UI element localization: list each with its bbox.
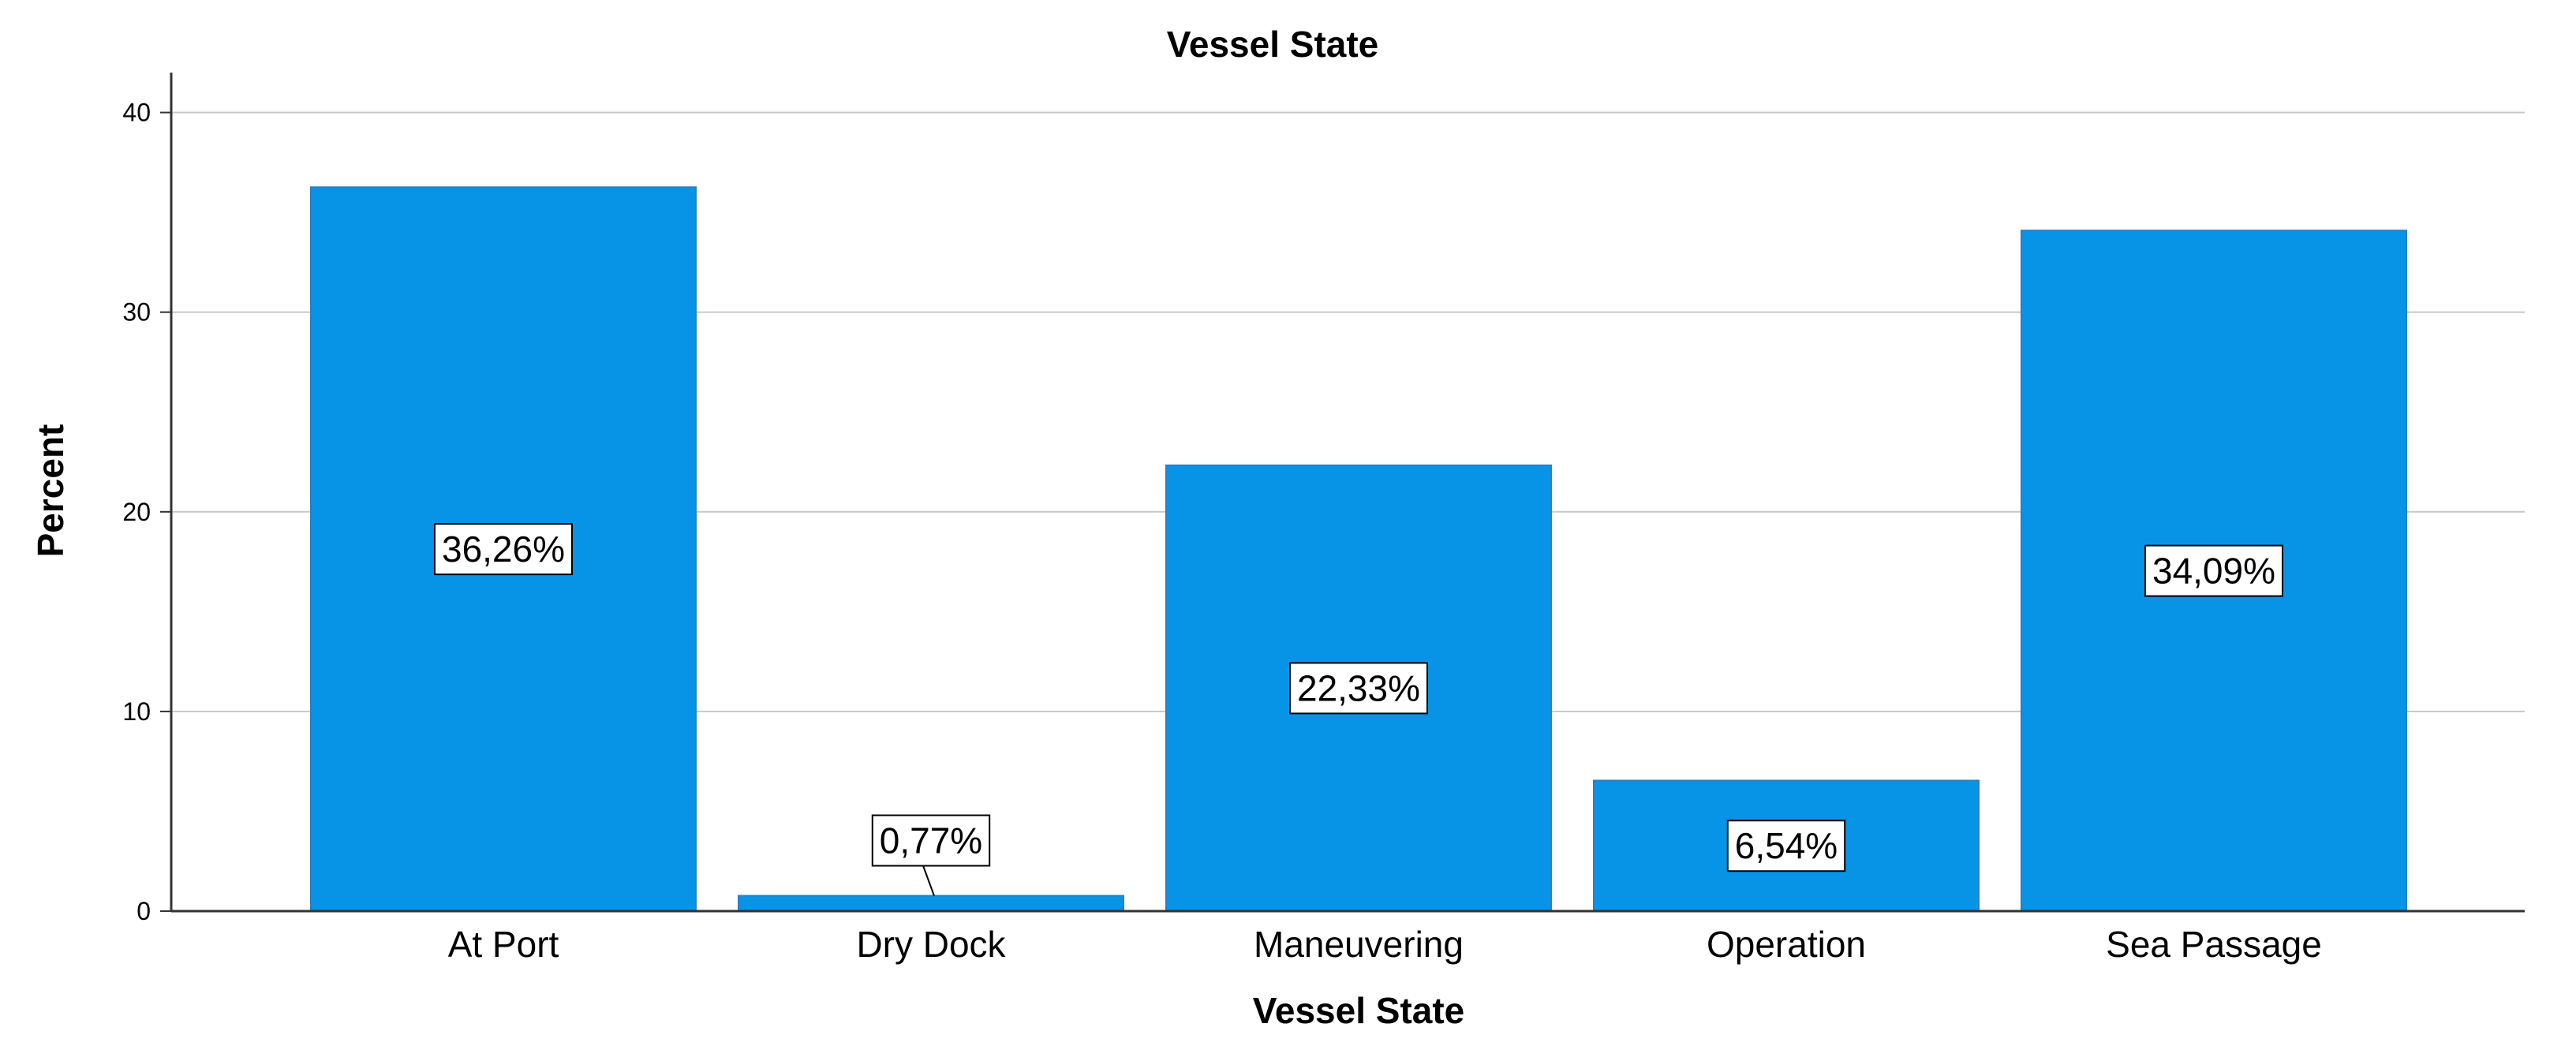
data-label-box — [433, 523, 574, 576]
x-axis-title: Vessel State — [1253, 990, 1465, 1031]
data-label-text: 36,26% — [442, 529, 565, 570]
data-label-box — [1726, 820, 1846, 872]
x-tick-label: Dry Dock — [856, 924, 1006, 965]
data-label: 0,77% — [871, 814, 991, 896]
y-tick-label: 30 — [122, 298, 151, 327]
data-label: 6,54% — [1726, 820, 1846, 872]
data-label-text: 22,33% — [1297, 667, 1420, 708]
data-label: 22,33% — [1288, 662, 1429, 715]
y-tick-label: 0 — [136, 897, 151, 925]
bars — [310, 186, 2407, 913]
y-tick-label: 20 — [122, 498, 151, 526]
axes: 0 10 20 30 40 At Port Dry Dock Maneuvering Opera… — [122, 73, 2525, 965]
data-label: 34,09% — [2144, 544, 2284, 597]
data-label: 36,26% — [433, 523, 574, 576]
data-label-text: 34,09% — [2152, 551, 2275, 592]
x-tick-label: Operation — [1707, 924, 1866, 965]
data-labels: 36,26% 0,77% 22,33% 6,54% 34,09% — [433, 523, 2284, 896]
bar — [738, 895, 1124, 913]
data-label-text: 6,54% — [1735, 825, 1838, 866]
x-tick-label: At Port — [448, 924, 559, 965]
data-label-box — [871, 814, 991, 867]
y-axis-title: Percent — [30, 424, 71, 558]
chart-title: Vessel State — [1167, 24, 1379, 65]
data-label-leader — [922, 865, 935, 896]
x-tick-label: Sea Passage — [2106, 924, 2322, 965]
data-label-box — [2144, 544, 2284, 597]
x-tick-label: Maneuvering — [1254, 924, 1464, 965]
data-label-box — [1288, 662, 1429, 715]
data-label-text: 0,77% — [880, 820, 982, 861]
y-tick-label: 40 — [122, 99, 151, 127]
y-tick-label: 10 — [122, 697, 151, 726]
